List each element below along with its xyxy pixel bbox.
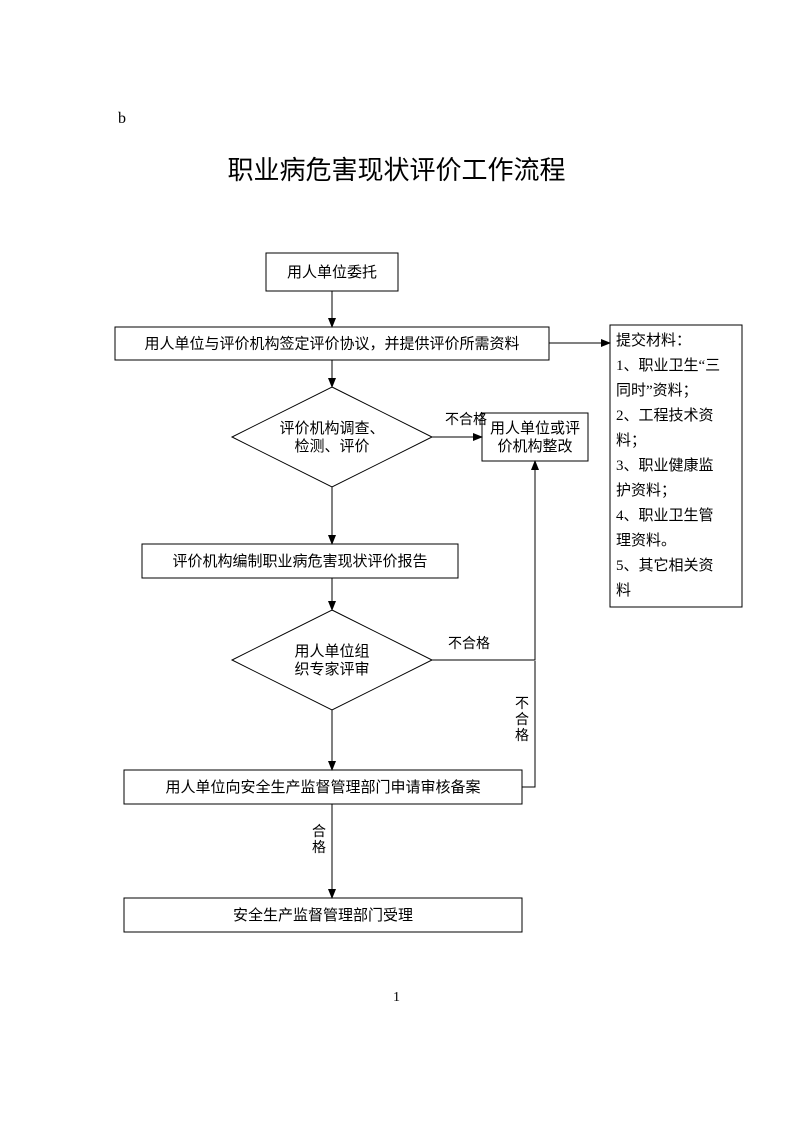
flow-edge-label-6: 不合格 <box>448 636 490 652</box>
flow-edge-label-3: 不合格 <box>445 412 487 428</box>
flow-node-n6 <box>232 610 432 710</box>
side-panel-text: 提交材料：1、职业卫生“三同时”资料；2、工程技术资料；3、职业健康监护资料；4… <box>616 331 720 599</box>
flow-node-text-n2: 用人单位与评价机构签定评价协议，并提供评价所需资料 <box>144 336 519 353</box>
flow-edge-label-8: 不合格 <box>515 697 529 744</box>
flow-node-text-n3: 评价机构调查、检测、评价 <box>279 420 384 455</box>
flow-node-text-n7: 用人单位向安全生产监督管理部门申请审核备案 <box>165 778 480 796</box>
flow-node-text-n5: 评价机构编制职业病危害现状评价报告 <box>172 553 427 570</box>
flow-edge-6 <box>432 461 535 660</box>
flow-node-text-n8: 安全生产监督管理部门受理 <box>233 906 413 924</box>
flow-node-n3 <box>232 387 432 487</box>
flow-node-text-n1: 用人单位委托 <box>287 264 377 281</box>
flowchart-canvas: 用人单位委托用人单位与评价机构签定评价协议，并提供评价所需资料评价机构调查、检测… <box>0 0 793 1122</box>
flow-node-text-n4: 用人单位或评价机构整改 <box>490 420 580 455</box>
flow-edge-label-9: 合格 <box>312 824 326 856</box>
flow-node-text-n6: 用人单位组织专家评审 <box>294 643 369 678</box>
